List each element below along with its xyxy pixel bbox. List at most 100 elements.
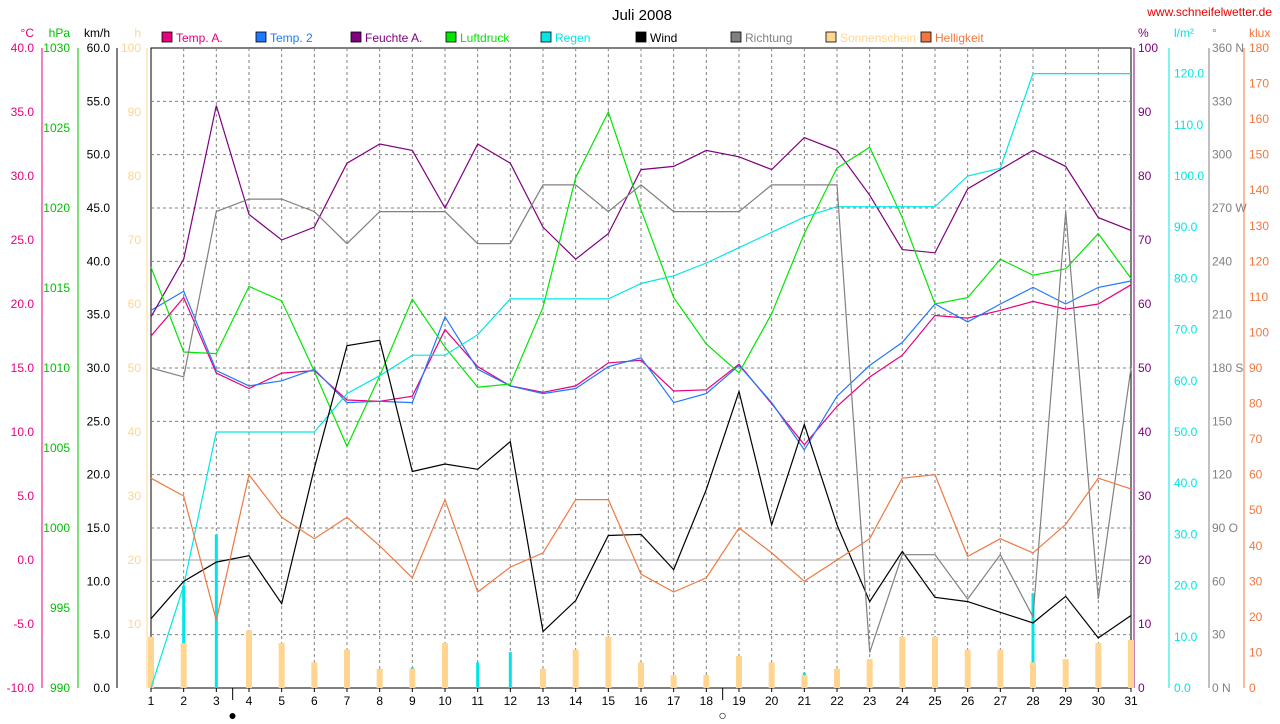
sunshine-bar (246, 630, 252, 688)
right-tick-label: 40 (1249, 539, 1263, 553)
left-tick-label: 1010 (43, 361, 70, 375)
left-tick-label: 40 (128, 425, 142, 439)
left-tick-label: 20.0 (11, 297, 35, 311)
rain-day-bar (476, 662, 480, 688)
legend-swatch (635, 31, 647, 43)
right-tick-label: 120.0 (1174, 67, 1204, 81)
sunshine-bar (736, 656, 742, 688)
sunshine-bar (180, 643, 187, 688)
series-line-wind (150, 339, 1132, 639)
left-tick-label: 70 (128, 233, 142, 247)
right-axis-unit: % (1138, 26, 1149, 40)
legend-swatch (730, 31, 742, 43)
right-tick-label: 90 (1138, 105, 1152, 119)
legend-swatch (255, 31, 267, 43)
left-tick-label: 30.0 (87, 361, 111, 375)
left-tick-label: -5.0 (13, 617, 34, 631)
x-tick-label: 22 (830, 694, 844, 708)
x-tick-label: 20 (765, 694, 779, 708)
right-tick-label: 60.0 (1174, 374, 1198, 388)
sunshine-bar (899, 636, 906, 688)
left-tick-label: 1000 (43, 521, 70, 535)
right-tick-label: 80 (1138, 169, 1152, 183)
x-tick-label: 3 (213, 694, 220, 708)
x-tick-label: 28 (1026, 694, 1040, 708)
right-tick-label: 0 N (1212, 681, 1231, 695)
right-tick-label: 120 (1212, 468, 1232, 482)
right-axis-unit: l/m² (1174, 26, 1194, 40)
legend-label: Regen (555, 31, 590, 45)
bars-layer (148, 534, 1134, 688)
chart-title: Juli 2008 (612, 7, 672, 24)
rain-day-bar (182, 585, 186, 688)
left-tick-label: 55.0 (87, 94, 111, 108)
rain-day-bar (1031, 593, 1035, 688)
grid-layer (151, 48, 1131, 688)
left-tick-label: 40.0 (11, 41, 35, 55)
right-tick-label: 110.0 (1174, 118, 1203, 132)
legend-label: Temp. 2 (270, 31, 313, 45)
sunshine-bar (376, 668, 383, 688)
x-tick-label: 25 (928, 694, 942, 708)
left-tick-label: 90 (128, 105, 142, 119)
right-tick-label: 60 (1212, 574, 1226, 588)
x-tick-label: 14 (569, 694, 583, 708)
left-tick-label: 10.0 (11, 425, 35, 439)
left-tick-label: 5.0 (17, 489, 34, 503)
left-tick-label: 60.0 (87, 41, 111, 55)
legend-swatch (161, 31, 173, 43)
right-tick-label: 70 (1249, 432, 1263, 446)
right-tick-label: 120 (1249, 254, 1269, 268)
x-tick-label: 8 (376, 694, 383, 708)
legend-label: Richtung (745, 31, 792, 45)
x-tick-label: 13 (536, 694, 550, 708)
right-tick-label: 90.0 (1174, 220, 1198, 234)
right-tick-label: 240 (1212, 254, 1232, 268)
right-tick-label: 30 (1138, 489, 1152, 503)
left-tick-label: 35.0 (11, 105, 35, 119)
series-line-richtung (150, 184, 1132, 653)
right-tick-label: 30 (1212, 628, 1226, 642)
right-tick-label: 140 (1249, 183, 1269, 197)
x-tick-label: 21 (798, 694, 812, 708)
left-tick-label: 80 (128, 169, 142, 183)
right-axis-unit: ° (1212, 26, 1217, 40)
sunshine-bar (442, 643, 448, 688)
sunshine-bar (964, 649, 971, 688)
sunshine-bar (768, 662, 775, 688)
x-tick-label: 6 (311, 694, 318, 708)
x-tick-label: 11 (471, 694, 484, 708)
left-tick-label: 20.0 (87, 468, 111, 482)
left-tick-label: 20 (128, 553, 142, 567)
sunshine-bar (540, 668, 546, 688)
legend-swatch (350, 31, 362, 43)
x-tick-label: 18 (700, 694, 714, 708)
right-tick-label: 160 (1249, 112, 1269, 126)
sunshine-bar (997, 649, 1004, 688)
right-tick-label: 20.0 (1174, 579, 1198, 593)
left-tick-label: 0.0 (17, 553, 34, 567)
sunshine-bar (409, 668, 416, 688)
right-tick-label: 10 (1249, 645, 1263, 659)
right-tick-label: 10 (1138, 617, 1152, 631)
series-line-luftdruck (150, 110, 1132, 448)
left-tick-label: 45.0 (87, 201, 111, 215)
sunshine-bar (866, 659, 873, 688)
x-tick-label: 7 (344, 694, 351, 708)
x-tick-label: 15 (602, 694, 616, 708)
right-tick-label: 50.0 (1174, 425, 1198, 439)
sunshine-bar (834, 668, 840, 688)
x-tick-label: 5 (278, 694, 285, 708)
right-tick-label: 90 (1249, 361, 1263, 375)
right-tick-label: 150 (1212, 414, 1232, 428)
left-tick-label: 995 (50, 601, 70, 615)
x-tick-label: 17 (667, 694, 681, 708)
right-tick-label: 40 (1138, 425, 1152, 439)
sunshine-bar (1128, 640, 1134, 688)
left-tick-label: 30.0 (11, 169, 35, 183)
x-tick-label: 2 (180, 694, 187, 708)
left-tick-label: 990 (50, 681, 70, 695)
right-tick-label: 40.0 (1174, 476, 1198, 490)
left-tick-label: 1025 (43, 121, 70, 135)
right-tick-label: 130 (1249, 219, 1269, 233)
